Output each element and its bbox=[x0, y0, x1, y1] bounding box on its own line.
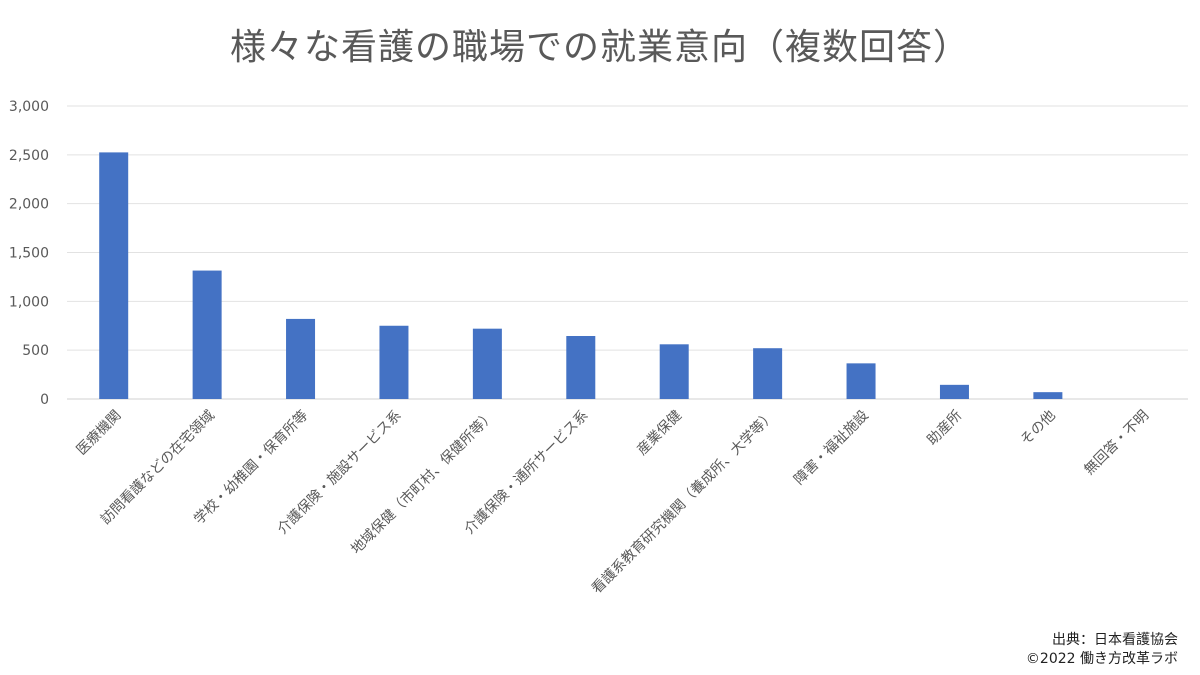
y-tick-label: 2,500 bbox=[9, 148, 49, 164]
x-tick-label: 産業保健 bbox=[634, 408, 685, 459]
bar bbox=[659, 344, 689, 399]
x-tick-label: 無回答・不明 bbox=[1081, 407, 1152, 478]
bars bbox=[99, 152, 1063, 399]
x-tick-label: その他 bbox=[1018, 408, 1059, 449]
y-tick-label: 3,000 bbox=[9, 99, 49, 115]
bar bbox=[939, 384, 969, 399]
y-tick-label: 2,000 bbox=[9, 197, 49, 213]
bar bbox=[379, 325, 409, 399]
bar bbox=[846, 363, 876, 399]
y-axis-ticks: 0 500 1,000 1,500 2,000 2,500 3,000 bbox=[9, 99, 49, 408]
bar bbox=[753, 348, 783, 399]
y-tick-label: 1,500 bbox=[9, 246, 49, 262]
x-tick-label: 医療機関 bbox=[73, 407, 125, 459]
x-tick-label: 看護系教育研究機関（養成所、大学等） bbox=[588, 407, 778, 597]
x-tick-label: 助産所 bbox=[924, 408, 965, 449]
copyright-note: ©2022 働き方改革ラボ bbox=[1025, 651, 1178, 667]
y-tick-label: 1,000 bbox=[9, 294, 49, 310]
gridlines bbox=[67, 105, 1188, 400]
footer: 出典：日本看護協会 ©2022 働き方改革ラボ bbox=[1026, 631, 1178, 669]
x-tick-label: 障害・福祉施設 bbox=[791, 408, 872, 489]
bar bbox=[286, 318, 316, 399]
chart-title: 様々な看護の職場での就業意向（複数回答） bbox=[229, 27, 970, 68]
bar bbox=[566, 336, 596, 399]
source-note: 出典：日本看護協会 bbox=[1052, 632, 1178, 648]
bar bbox=[472, 328, 502, 399]
bar bbox=[1033, 392, 1063, 399]
y-tick-label: 500 bbox=[22, 343, 49, 359]
bar bbox=[192, 270, 222, 399]
x-axis-labels: 医療機関訪問看護などの在宅領域学校・幼稚園・保育所等介護保険・施設サービス系地域… bbox=[73, 407, 1152, 597]
bar bbox=[99, 152, 129, 399]
y-tick-label: 0 bbox=[40, 392, 49, 408]
